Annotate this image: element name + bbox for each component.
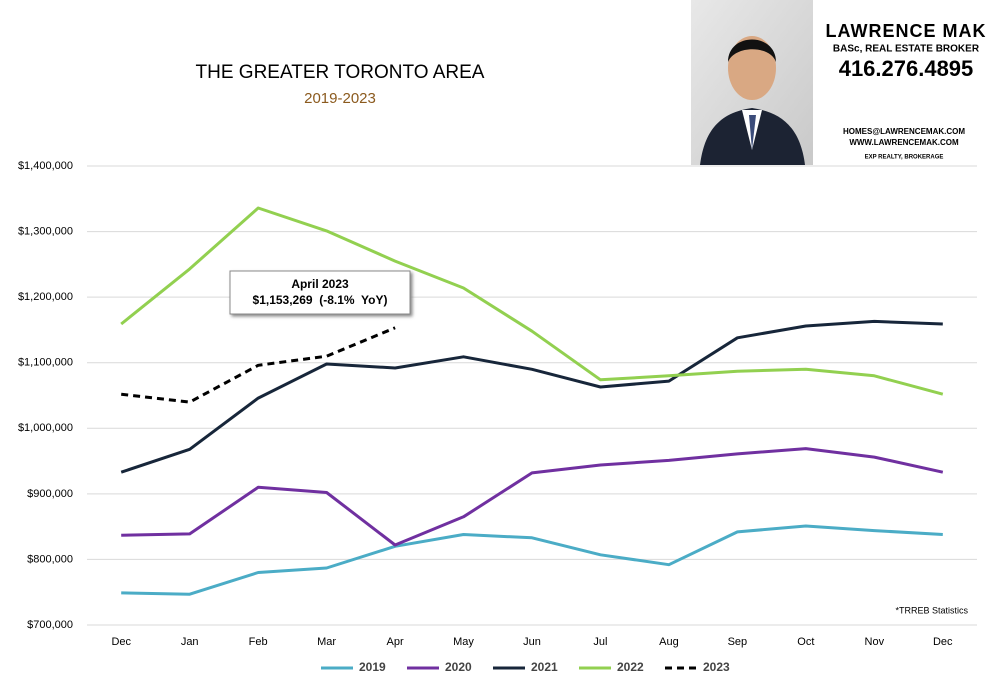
x-tick-label: Sep <box>728 636 748 648</box>
x-tick-label: May <box>453 636 474 648</box>
contact-brokerage: EXP REALTY, BROKERAGE <box>865 155 944 161</box>
chart-title: THE GREATER TORONTO AREA <box>196 62 485 83</box>
contact-credentials: BASc, REAL ESTATE BROKER <box>833 44 980 55</box>
series-line <box>121 326 396 404</box>
contact-email: HOMES@LAWRENCEMAK.COM <box>843 127 965 136</box>
annotation-title: April 2023 <box>291 277 349 291</box>
annotation-text: $1,153,269 (-8.1% YoY) <box>253 293 388 307</box>
legend-label: 2019 <box>359 660 386 674</box>
annotation-box <box>229 270 411 315</box>
y-tick-label: $800,000 <box>27 553 73 565</box>
series-line <box>121 447 944 547</box>
x-tick-label: Aug <box>659 636 679 648</box>
x-tick-label: Jun <box>523 636 541 648</box>
x-tick-label: Dec <box>933 636 953 648</box>
series-line <box>121 524 943 596</box>
x-tick-label: Jan <box>181 636 199 648</box>
y-tick-label: $700,000 <box>27 619 73 631</box>
x-tick-label: Nov <box>865 636 885 648</box>
contact-name: LAWRENCE MAK <box>826 21 987 41</box>
y-tick-label: $1,200,000 <box>18 291 73 303</box>
y-tick-label: $1,000,000 <box>18 422 73 434</box>
y-tick-label: $900,000 <box>27 488 73 500</box>
x-tick-label: Oct <box>797 636 814 648</box>
x-tick-label: Feb <box>249 636 268 648</box>
x-tick-label: Apr <box>387 636 404 648</box>
chart-subtitle: 2019-2023 <box>304 90 376 107</box>
footnote: *TRREB Statistics <box>895 605 968 615</box>
legend-label: 2022 <box>617 660 644 674</box>
portrait <box>691 0 813 165</box>
y-tick-label: $1,400,000 <box>18 160 73 172</box>
x-tick-label: Mar <box>317 636 336 648</box>
x-tick-label: Jul <box>593 636 607 648</box>
y-tick-label: $1,100,000 <box>18 357 73 369</box>
legend-label: 2020 <box>445 660 472 674</box>
legend-label: 2021 <box>531 660 558 674</box>
series-line <box>120 206 944 396</box>
contact-phone: 416.276.4895 <box>839 56 974 81</box>
legend-label: 2023 <box>703 660 730 674</box>
x-tick-label: Dec <box>111 636 131 648</box>
series-line <box>120 319 943 474</box>
contact-website: WWW.LAWRENCEMAK.COM <box>849 138 959 147</box>
y-tick-label: $1,300,000 <box>18 225 73 237</box>
